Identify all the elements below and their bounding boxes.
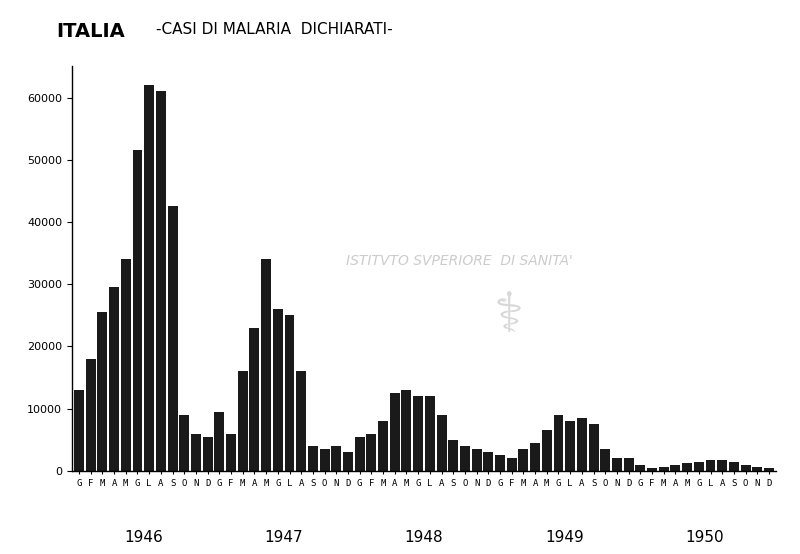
Bar	[98, 312, 107, 471]
Bar	[86, 359, 96, 471]
Text: 1950: 1950	[686, 530, 724, 545]
Bar	[566, 421, 575, 471]
Bar	[343, 452, 353, 471]
Bar	[168, 207, 178, 471]
Bar	[261, 259, 271, 471]
Bar	[191, 434, 201, 471]
Bar	[694, 461, 704, 471]
Bar	[706, 460, 715, 471]
Bar	[308, 446, 318, 471]
Bar	[741, 465, 750, 471]
Text: 1949: 1949	[545, 530, 584, 545]
Bar	[366, 434, 376, 471]
Bar	[658, 466, 669, 471]
Bar	[624, 459, 634, 471]
Bar	[121, 259, 130, 471]
Bar	[682, 464, 692, 471]
Bar	[390, 393, 400, 471]
Bar	[202, 437, 213, 471]
Bar	[472, 449, 482, 471]
Bar	[156, 91, 166, 471]
Bar	[402, 390, 411, 471]
Bar	[437, 415, 446, 471]
Bar	[718, 460, 727, 471]
Bar	[600, 449, 610, 471]
Bar	[518, 449, 528, 471]
Bar	[144, 85, 154, 471]
Text: ISTITVTO SVPERIORE  DI SANITA': ISTITVTO SVPERIORE DI SANITA'	[346, 254, 573, 268]
Bar	[74, 390, 84, 471]
Bar	[460, 446, 470, 471]
Bar	[577, 418, 587, 471]
Bar	[589, 424, 598, 471]
Bar	[495, 455, 505, 471]
Bar	[764, 468, 774, 471]
Bar	[554, 415, 563, 471]
Bar	[506, 459, 517, 471]
Bar	[331, 446, 342, 471]
Bar	[354, 437, 365, 471]
Bar	[542, 430, 552, 471]
Text: ITALIA: ITALIA	[56, 22, 125, 41]
Bar	[635, 465, 646, 471]
Bar	[752, 466, 762, 471]
Bar	[425, 396, 435, 471]
Text: 1946: 1946	[124, 530, 162, 545]
Bar	[448, 440, 458, 471]
Bar	[214, 412, 224, 471]
Bar	[413, 396, 423, 471]
Bar	[530, 443, 540, 471]
Bar	[483, 452, 494, 471]
Bar	[179, 415, 190, 471]
Bar	[250, 328, 259, 471]
Bar	[320, 449, 330, 471]
Bar	[133, 151, 142, 471]
Bar	[612, 459, 622, 471]
Bar	[647, 468, 657, 471]
Bar	[729, 461, 739, 471]
Text: -CASI DI MALARIA  DICHIARATI-: -CASI DI MALARIA DICHIARATI-	[156, 22, 393, 37]
Bar	[378, 421, 388, 471]
Text: 1947: 1947	[264, 530, 303, 545]
Bar	[296, 371, 306, 471]
Text: ⚕: ⚕	[494, 290, 523, 344]
Bar	[670, 465, 680, 471]
Bar	[285, 315, 294, 471]
Bar	[238, 371, 248, 471]
Text: 1948: 1948	[405, 530, 443, 545]
Bar	[226, 434, 236, 471]
Bar	[273, 309, 282, 471]
Bar	[109, 288, 119, 471]
